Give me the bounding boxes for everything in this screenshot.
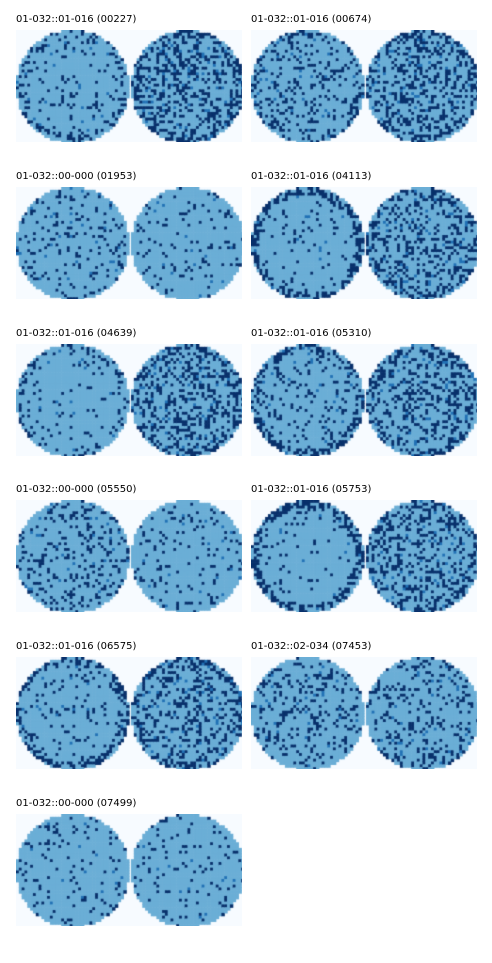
panel-title: 01-032::00-000 (07499) (16, 798, 137, 809)
wafer-map-pair (16, 814, 242, 926)
panel-title: 01-032::01-016 (06575) (16, 641, 137, 652)
wafer-panel: 01-032::02-034 (07453) (251, 641, 477, 769)
wafer-map-pair (16, 30, 242, 142)
panel-title: 01-032::01-016 (04639) (16, 328, 137, 339)
wafer-map-pair (16, 187, 242, 299)
wafer-map-pair (16, 657, 242, 769)
wafer-panel: 01-032::01-016 (05310) (251, 328, 477, 456)
wafer-panel: 01-032::01-016 (05753) (251, 484, 477, 612)
panel-title: 01-032::02-034 (07453) (251, 641, 372, 652)
wafer-map-pair (251, 30, 477, 142)
wafer-map-pair (16, 500, 242, 612)
wafer-panel: 01-032::01-016 (00227) (16, 14, 242, 142)
panel-title: 01-032::01-016 (04113) (251, 171, 372, 182)
wafer-panel: 01-032::00-000 (05550) (16, 484, 242, 612)
wafer-map-pair (251, 187, 477, 299)
panel-title: 01-032::01-016 (05753) (251, 484, 372, 495)
panel-title: 01-032::00-000 (05550) (16, 484, 137, 495)
wafer-panel: 01-032::01-016 (04639) (16, 328, 242, 456)
panel-title: 01-032::01-016 (05310) (251, 328, 372, 339)
wafer-panel: 01-032::01-016 (00674) (251, 14, 477, 142)
panel-title: 01-032::01-016 (00674) (251, 14, 372, 25)
wafer-map-pair (251, 344, 477, 456)
wafer-panel: 01-032::00-000 (01953) (16, 171, 242, 299)
panel-title: 01-032::00-000 (01953) (16, 171, 137, 182)
wafer-map-pair (251, 500, 477, 612)
wafer-panel: 01-032::00-000 (07499) (16, 798, 242, 926)
wafer-map-pair (16, 344, 242, 456)
wafer-panel: 01-032::01-016 (04113) (251, 171, 477, 299)
wafer-map-pair (251, 657, 477, 769)
wafer-panel: 01-032::01-016 (06575) (16, 641, 242, 769)
panel-title: 01-032::01-016 (00227) (16, 14, 137, 25)
